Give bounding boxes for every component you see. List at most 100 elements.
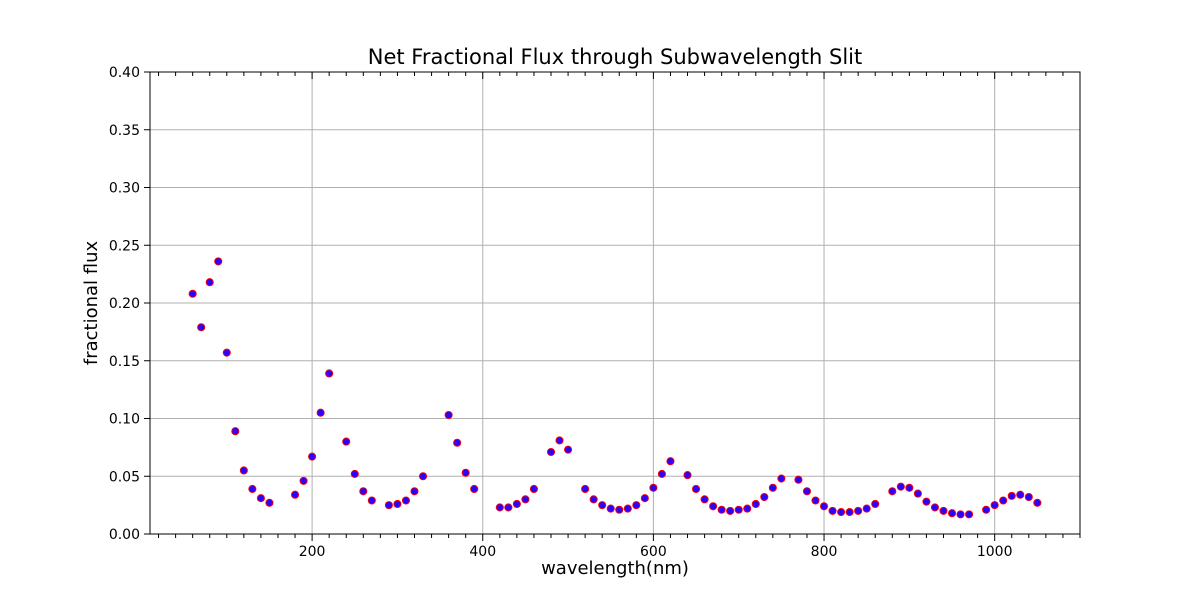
data-point <box>922 497 931 506</box>
data-point <box>913 489 922 498</box>
x-tick-label: 1000 <box>977 544 1013 560</box>
data-point <box>299 476 308 485</box>
data-points <box>188 257 1042 519</box>
data-point <box>734 505 743 514</box>
data-point <box>470 484 479 494</box>
data-point <box>350 469 359 478</box>
data-point <box>214 257 223 266</box>
data-point <box>248 484 257 494</box>
data-point <box>990 501 999 510</box>
data-point <box>256 494 265 503</box>
data-point <box>1024 492 1033 502</box>
data-point <box>222 348 231 357</box>
data-point <box>231 427 240 436</box>
data-point <box>367 496 376 505</box>
data-point <box>359 487 368 496</box>
data-point <box>888 487 897 496</box>
data-point <box>871 499 880 509</box>
data-point <box>717 505 726 514</box>
data-point <box>316 408 325 417</box>
data-point <box>905 483 914 492</box>
data-point <box>1033 498 1042 507</box>
data-point <box>854 506 863 515</box>
y-tick-label: 0.15 <box>109 354 140 370</box>
data-point <box>555 436 564 445</box>
data-point <box>410 487 419 496</box>
data-point <box>401 496 411 505</box>
x-axis-title: wavelength(nm) <box>541 558 689 579</box>
x-tick-label: 400 <box>469 544 496 560</box>
data-point <box>393 499 402 509</box>
data-point <box>495 503 504 512</box>
data-point <box>845 508 854 517</box>
data-point <box>768 483 777 492</box>
data-point <box>811 496 820 505</box>
y-tick-label: 0.00 <box>109 527 140 543</box>
data-point <box>956 510 965 519</box>
data-point <box>692 484 701 494</box>
data-point <box>777 474 786 483</box>
x-tick-label: 600 <box>640 544 667 560</box>
data-point <box>751 499 760 509</box>
data-point <box>512 499 521 509</box>
x-tick-label: 200 <box>299 544 326 560</box>
data-point <box>615 505 624 514</box>
data-point <box>325 369 334 378</box>
data-point <box>461 468 470 477</box>
y-tick-label: 0.35 <box>109 123 140 139</box>
data-point <box>819 502 829 511</box>
y-tick-labels: 0.00 0.05 0.10 0.15 0.20 0.25 0.30 0.35 0.40 <box>109 65 140 543</box>
data-point <box>657 469 666 478</box>
data-point <box>930 503 940 512</box>
data-point <box>623 504 632 513</box>
data-point <box>564 445 573 454</box>
data-point <box>606 504 615 513</box>
y-tick-label: 0.30 <box>109 181 140 197</box>
data-point <box>342 437 351 446</box>
data-point <box>837 508 846 517</box>
data-point <box>709 502 718 511</box>
axis-ticks <box>144 71 1081 541</box>
data-point <box>308 452 317 461</box>
data-point <box>965 510 974 519</box>
data-point <box>1007 491 1016 500</box>
y-tick-label: 0.10 <box>109 412 140 428</box>
data-point <box>1016 490 1025 499</box>
data-point <box>862 504 871 513</box>
data-point <box>384 501 393 510</box>
x-tick-label: 800 <box>811 544 838 560</box>
y-tick-label: 0.05 <box>109 469 140 485</box>
data-point <box>546 447 556 457</box>
data-point <box>197 323 206 332</box>
data-point <box>802 487 812 496</box>
y-tick-label: 0.25 <box>109 238 140 254</box>
data-point <box>581 484 590 494</box>
data-point <box>726 506 735 515</box>
data-point <box>453 438 462 447</box>
data-point <box>760 492 769 502</box>
data-point <box>649 483 658 492</box>
data-point <box>700 495 709 504</box>
data-point <box>999 496 1008 505</box>
data-point <box>640 494 649 503</box>
data-point <box>828 506 837 515</box>
data-point <box>504 503 513 512</box>
data-point <box>632 501 641 510</box>
y-tick-label: 0.20 <box>109 296 140 312</box>
data-point <box>982 505 991 514</box>
chart-title: Net Fractional Flux through Subwavelengt… <box>368 45 862 69</box>
data-point <box>947 509 957 518</box>
data-point <box>418 472 428 481</box>
data-point <box>794 475 803 484</box>
data-point <box>589 495 598 504</box>
x-tick-labels: 200 400 600 800 1000 <box>299 544 1013 560</box>
y-tick-label: 0.40 <box>109 65 140 81</box>
data-point <box>598 501 607 510</box>
data-point <box>444 410 453 420</box>
data-point <box>666 457 675 466</box>
data-point <box>683 471 692 480</box>
y-axis-title: fractional flux <box>81 241 102 366</box>
